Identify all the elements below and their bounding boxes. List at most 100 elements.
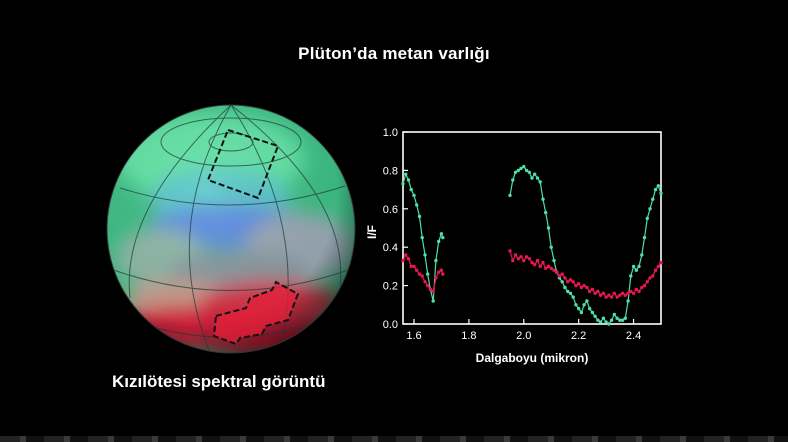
data-point xyxy=(596,289,600,294)
y-tick-label: 0.0 xyxy=(383,319,398,331)
data-point xyxy=(626,299,630,303)
data-point xyxy=(552,268,556,272)
data-point xyxy=(513,253,518,257)
data-point xyxy=(593,291,597,295)
series-line-1 xyxy=(402,253,444,293)
data-point xyxy=(409,187,413,192)
data-point xyxy=(420,274,424,278)
data-point xyxy=(415,268,419,272)
data-point xyxy=(524,255,529,259)
data-point xyxy=(426,283,430,288)
data-point xyxy=(642,235,647,240)
data-point xyxy=(587,289,592,294)
data-point xyxy=(574,283,578,288)
data-point xyxy=(566,280,570,284)
data-point xyxy=(415,203,419,207)
data-point xyxy=(659,191,663,196)
data-point xyxy=(541,260,545,265)
data-point xyxy=(604,295,608,299)
data-point xyxy=(618,293,622,297)
data-point xyxy=(428,287,433,292)
x-tick-label: 2.4 xyxy=(626,330,641,342)
x-ticks: 1.6 1.8 2.0 2.2 2.4 xyxy=(406,319,641,342)
data-point xyxy=(437,239,441,244)
plot-frame xyxy=(402,131,662,325)
data-point xyxy=(648,276,652,280)
x-tick-label: 1.6 xyxy=(406,330,421,342)
data-point xyxy=(615,295,619,299)
data-point xyxy=(519,166,523,171)
data-point xyxy=(651,197,655,201)
data-point xyxy=(516,168,520,173)
data-point xyxy=(437,270,441,274)
data-point xyxy=(642,283,647,288)
data-point xyxy=(412,193,416,198)
data-point xyxy=(544,266,548,270)
data-point xyxy=(533,172,537,176)
data-point xyxy=(401,258,405,263)
data-point xyxy=(653,187,658,192)
data-point xyxy=(527,170,531,174)
data-point xyxy=(516,257,520,261)
data-point xyxy=(420,235,424,240)
data-point xyxy=(577,282,581,286)
data-point xyxy=(401,182,405,186)
data-point xyxy=(423,280,427,284)
data-point xyxy=(631,264,636,269)
data-point xyxy=(645,216,649,221)
data-point xyxy=(612,312,616,317)
data-point xyxy=(582,283,586,288)
data-point xyxy=(623,293,627,297)
image-caption: Kızılötesi spektral görüntü xyxy=(112,372,326,391)
data-point xyxy=(590,310,595,315)
data-point xyxy=(653,268,658,272)
data-point xyxy=(522,258,526,263)
data-point xyxy=(404,253,408,257)
data-point xyxy=(645,280,649,284)
data-point xyxy=(609,318,614,322)
data-point xyxy=(640,253,644,257)
data-point xyxy=(406,257,411,261)
data-point xyxy=(623,316,627,320)
data-point xyxy=(607,293,611,297)
data-point xyxy=(604,320,608,324)
data-point xyxy=(426,272,430,276)
y-axis-label: I/F xyxy=(365,225,379,239)
data-point xyxy=(439,232,444,236)
data-point xyxy=(511,258,515,263)
data-point xyxy=(620,291,625,295)
data-point xyxy=(508,193,512,198)
data-point xyxy=(620,318,625,322)
data-point xyxy=(631,291,636,295)
data-point xyxy=(527,257,531,261)
data-point xyxy=(598,293,603,297)
data-point xyxy=(544,210,548,215)
y-tick-label: 1.0 xyxy=(383,127,398,139)
data-point xyxy=(557,274,562,278)
data-point xyxy=(546,226,551,230)
data-point xyxy=(607,322,611,326)
y-tick-label: 0.6 xyxy=(383,204,398,216)
data-point xyxy=(563,276,567,280)
bottom-decoration xyxy=(0,436,788,442)
data-point xyxy=(637,264,641,269)
data-point xyxy=(615,316,619,320)
page-title: Plüton’da metan varlığı xyxy=(298,44,490,63)
data-point xyxy=(579,285,584,290)
data-point xyxy=(598,320,603,324)
data-point xyxy=(409,264,413,269)
data-point xyxy=(571,280,575,284)
data-point xyxy=(439,268,444,272)
data-point xyxy=(434,258,438,263)
data-point xyxy=(546,264,551,269)
data-point xyxy=(535,258,540,263)
data-point xyxy=(417,214,422,219)
data-point xyxy=(612,291,616,295)
data-point xyxy=(640,285,644,290)
data-point xyxy=(508,249,512,253)
y-tick-label: 0.4 xyxy=(383,242,398,254)
data-point xyxy=(434,276,438,280)
data-point xyxy=(549,266,553,270)
data-point xyxy=(555,270,559,274)
north-region-box xyxy=(206,128,280,200)
